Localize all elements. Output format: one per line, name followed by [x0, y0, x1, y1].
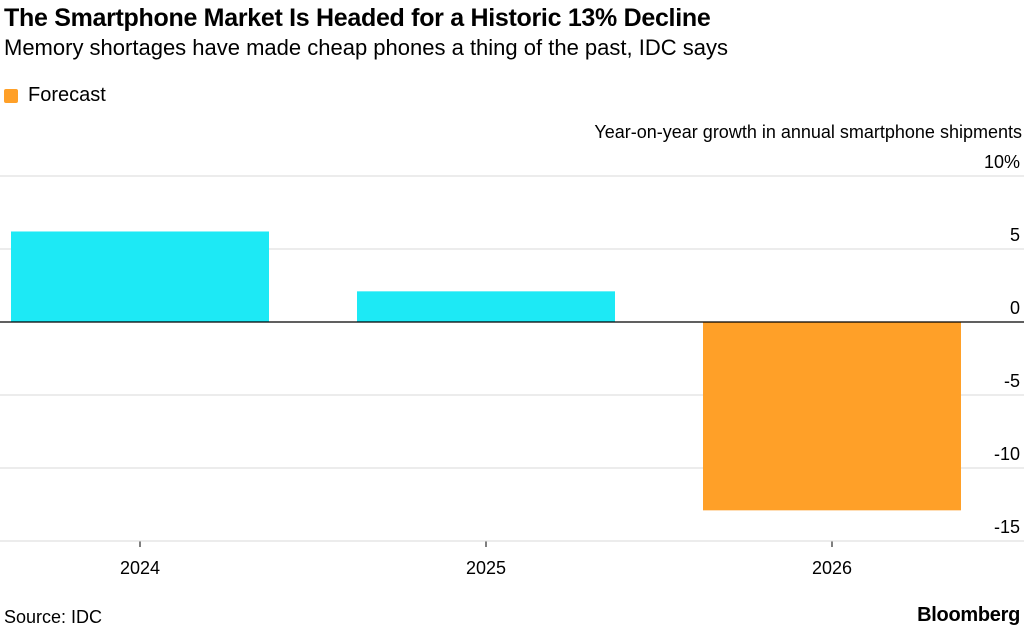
chart-subtitle: Memory shortages have made cheap phones … [4, 35, 728, 60]
chart-title: The Smartphone Market Is Headed for a Hi… [4, 4, 711, 32]
bloomberg-logo: Bloomberg [917, 604, 1020, 626]
bar-2026 [703, 322, 961, 511]
legend-swatch-forecast [4, 88, 18, 103]
bar-2024 [11, 231, 269, 322]
legend: Forecast [4, 84, 106, 107]
x-tick-label: 2026 [812, 558, 852, 578]
y-tick-label: 0 [1010, 298, 1020, 318]
y-tick-label: 5 [1010, 225, 1020, 245]
y-tick-label: -5 [1004, 371, 1020, 391]
source-note: Source: IDC [4, 607, 103, 627]
y-axis-label: Year-on-year growth in annual smartphone… [594, 122, 1022, 142]
x-tick-label: 2025 [466, 558, 506, 578]
y-tick-label: 10% [984, 152, 1020, 172]
bar-2025 [357, 291, 615, 322]
x-tick-label: 2024 [120, 558, 160, 578]
legend-label-forecast: Forecast [28, 84, 106, 106]
y-tick-label: -10 [994, 444, 1020, 464]
y-tick-label: -15 [994, 517, 1020, 537]
